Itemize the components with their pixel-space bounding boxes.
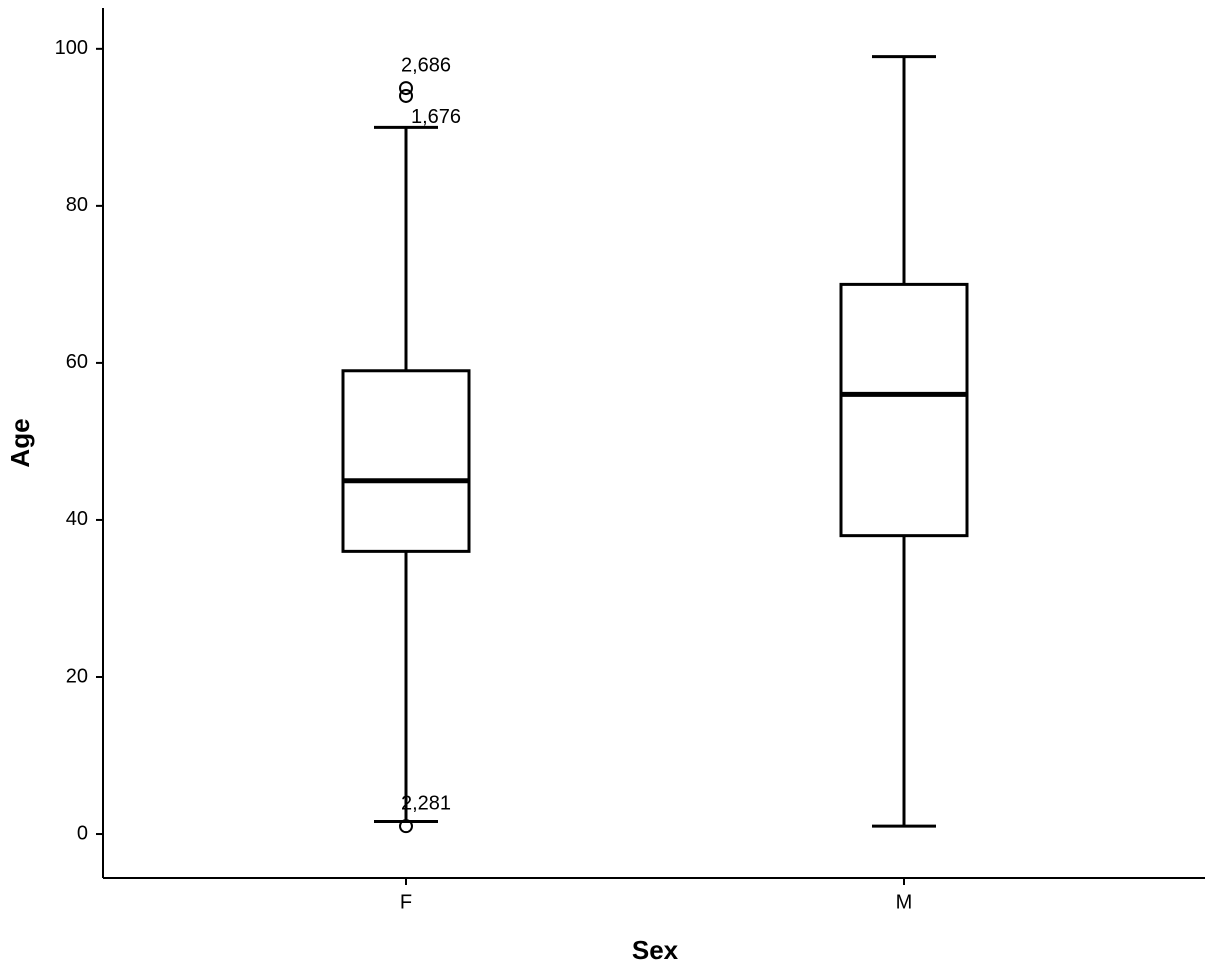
- outlier-label: 1,676: [411, 106, 461, 128]
- outlier: [399, 81, 413, 96]
- box: [341, 369, 471, 553]
- y-tick-label: 60: [66, 351, 88, 373]
- x-axis-title: Sex: [632, 935, 679, 965]
- y-axis-title: Age: [5, 418, 35, 467]
- y-tick-label: 40: [66, 508, 88, 530]
- outlier: [399, 819, 413, 834]
- y-tick-label: 100: [55, 37, 88, 59]
- x-tick-label: F: [400, 891, 412, 913]
- y-tick-label: 20: [66, 665, 88, 687]
- outlier: [399, 88, 413, 103]
- y-tick-label: 80: [66, 194, 88, 216]
- x-tick-label: M: [896, 891, 913, 913]
- outlier-label: 2,281: [401, 792, 451, 814]
- box: [839, 282, 969, 538]
- outlier-label: 2,686: [401, 54, 451, 76]
- y-tick-label: 0: [77, 822, 88, 844]
